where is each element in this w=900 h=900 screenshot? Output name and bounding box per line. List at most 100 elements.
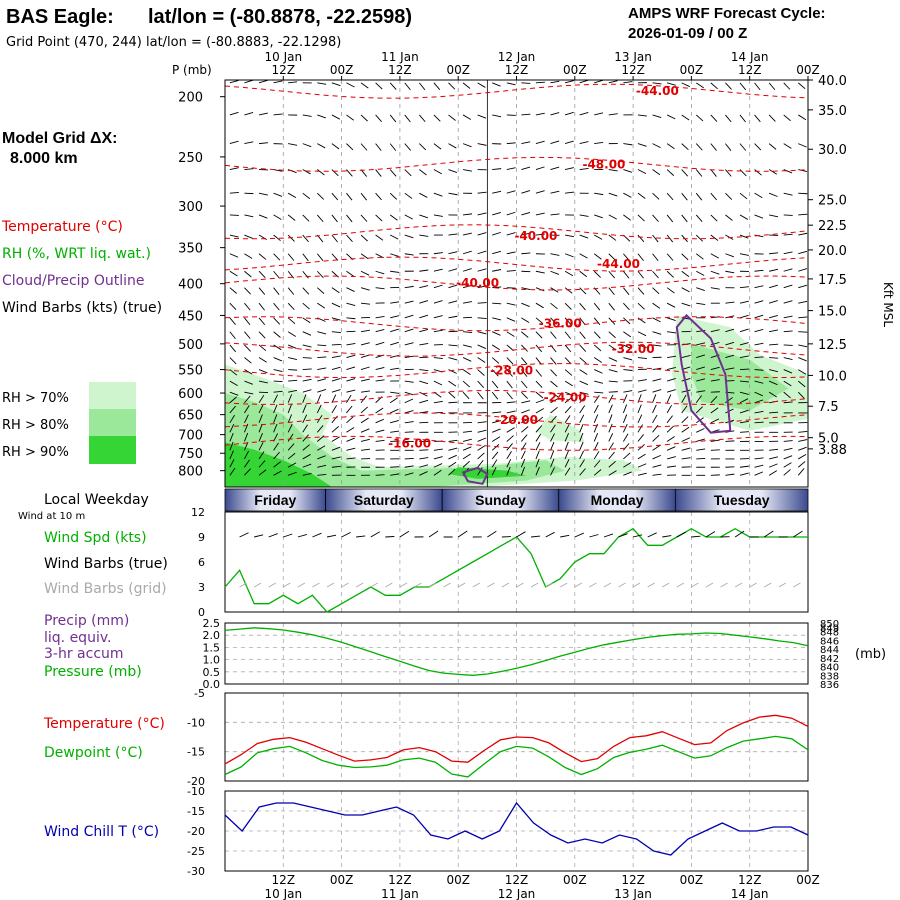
wind-barb [652, 464, 662, 468]
wind-barb [258, 112, 268, 116]
wind-barb [797, 461, 806, 468]
wind-barb [652, 114, 662, 118]
isotherm-label: -20.00 [495, 413, 538, 427]
wind-barb [244, 380, 253, 385]
wind-barb [287, 253, 295, 261]
wind-barb [244, 79, 254, 84]
wind-barb [244, 357, 252, 364]
wind-barb [696, 354, 706, 358]
wind-barb [258, 192, 268, 196]
wind-barb [404, 328, 414, 333]
pressure-tick-label: 800 [178, 465, 203, 480]
legend-rh70-label: RH > 70% [2, 391, 69, 406]
wind-barb [725, 192, 733, 200]
weekday-label: Tuesday [714, 492, 770, 508]
wind-barb [623, 452, 631, 460]
wind-barb [491, 467, 497, 476]
wind-barb [244, 234, 253, 239]
wind-barb [754, 457, 764, 460]
wind-barb [564, 80, 574, 84]
wind-barb [579, 344, 587, 352]
wind-barb [360, 270, 370, 276]
wind-barb [244, 287, 251, 295]
wind-barb [594, 369, 603, 374]
wind-barb [462, 268, 472, 272]
wind-barb [564, 253, 574, 258]
wind-barb [317, 114, 326, 119]
wind-barb [433, 463, 443, 468]
wind-barb [769, 314, 778, 319]
wind10-grid-barb [749, 582, 757, 588]
wind-barb [710, 143, 717, 151]
wind-barb [710, 192, 718, 201]
wind-barb [419, 214, 429, 219]
wind-barb [302, 404, 307, 414]
wind-barb [521, 369, 528, 377]
wind-barb [695, 253, 704, 260]
wind-barb [666, 415, 673, 424]
wind-barb [375, 287, 385, 290]
wind-barb [783, 268, 793, 272]
wind-barb [521, 380, 528, 389]
wind-barb [448, 357, 458, 361]
wind-barb [783, 455, 793, 460]
wind-barb [229, 369, 238, 376]
wind-barb [666, 214, 674, 223]
wind-barb [710, 407, 719, 414]
pressure-tick-label: 849 [820, 623, 839, 634]
legend-accum: 3-hr accum [44, 646, 124, 662]
wind-barb [492, 302, 502, 305]
wind-barb [244, 331, 251, 339]
wind-barb [433, 300, 443, 304]
wind-barb [579, 270, 588, 278]
wind-barb [419, 399, 429, 404]
wind10-barb [618, 533, 628, 538]
wind-barb [710, 329, 720, 333]
wind-barb [288, 81, 298, 84]
wind-barb [725, 315, 735, 319]
wind-barb [463, 331, 473, 333]
wind-barb [768, 143, 777, 150]
top-time-label: 12Z [272, 63, 296, 77]
wind-barb [244, 395, 251, 404]
wind-barb [360, 342, 370, 346]
wind-barb [667, 331, 677, 334]
wind-barb [390, 270, 400, 273]
wind-barb [593, 469, 602, 476]
wind-barb [302, 143, 312, 148]
wind10-barb [341, 531, 351, 538]
wind-barb [521, 141, 531, 145]
wind-barb [390, 408, 399, 414]
wind-barb [754, 380, 764, 384]
wind-barb [725, 270, 735, 274]
wind-barb [390, 341, 399, 346]
wind-barb [535, 408, 544, 414]
wind10-grid-barb [312, 582, 320, 588]
wind-barb [389, 234, 399, 240]
wind-barb [652, 331, 662, 335]
wind-barb [404, 410, 414, 414]
wind-barb [564, 433, 569, 442]
wind-barb [506, 317, 516, 322]
wind10-barb [793, 530, 803, 538]
wind-barb [419, 143, 427, 151]
wind-barb [739, 409, 749, 414]
wind-barb [273, 234, 281, 242]
wind10-grid-barb [457, 582, 466, 588]
wind-barb [462, 169, 472, 172]
wind-barb [302, 434, 309, 442]
wind-barb [244, 141, 254, 145]
wind10-barb [574, 532, 584, 538]
wind-barb [273, 470, 282, 476]
wind-barb [229, 317, 236, 326]
wind-barb [331, 82, 341, 87]
wind-barb [375, 270, 385, 275]
wind-barb [710, 82, 718, 90]
wind-barb [331, 331, 341, 334]
wind-barb [477, 429, 487, 433]
wind-barb [317, 344, 327, 347]
wind-barb [390, 367, 400, 371]
wind-barb [302, 317, 311, 324]
wind-barb [666, 234, 674, 243]
wind-barb [608, 113, 618, 116]
